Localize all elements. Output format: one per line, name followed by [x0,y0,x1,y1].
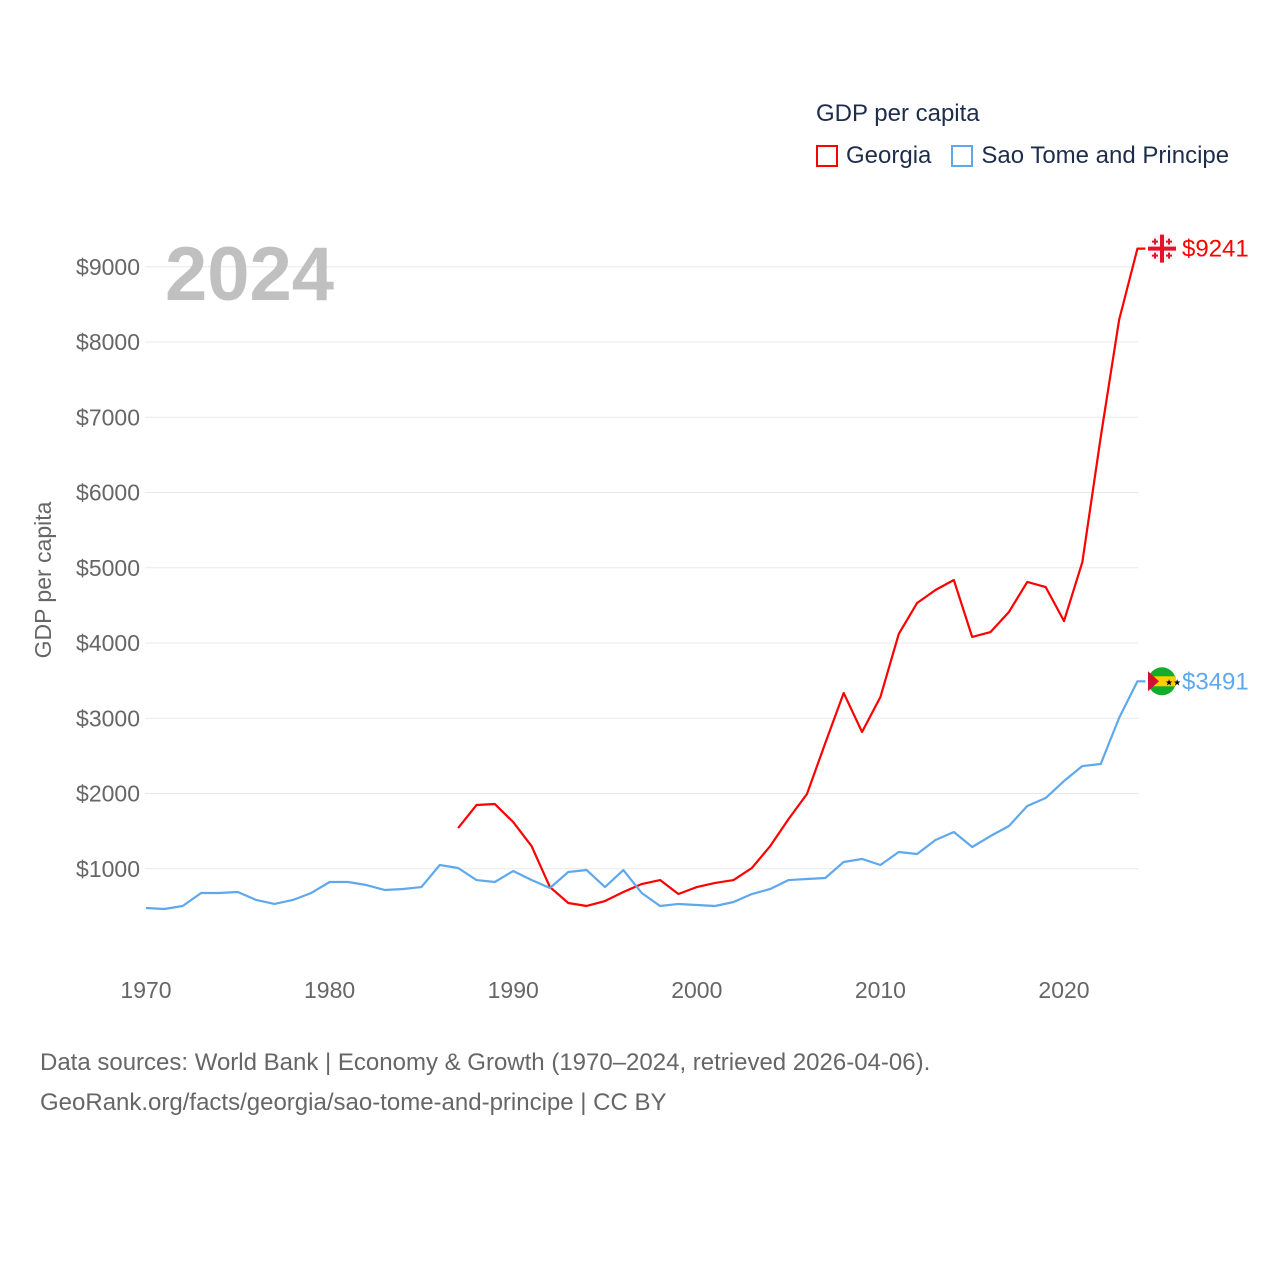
x-tick-label: 1980 [304,977,355,1003]
y-tick-label: $5000 [76,555,140,581]
end-value-label: $9241 [1182,236,1249,263]
x-tick-label: 1970 [120,977,171,1003]
y-tick-label: $6000 [76,480,140,506]
y-tick-label: $3000 [76,705,140,731]
y-tick-label: $4000 [76,630,140,656]
y-axis-label: GDP per capita [30,501,56,658]
data-source-text: Data sources: World Bank | Economy & Gro… [40,1049,931,1076]
attribution-link[interactable]: GeoRank.org/facts/georgia/sao-tome-and-p… [40,1089,667,1116]
x-tick-label: 2010 [855,977,906,1003]
svg-text:★★: ★★ [1165,677,1181,687]
end-value-label: $3491 [1182,668,1249,695]
series-line-sao-tome[interactable] [145,680,1146,911]
series-line-georgia[interactable] [457,247,1146,908]
y-tick-label: $1000 [76,856,140,882]
legend-label-sao-tome[interactable]: Sao Tome and Principe [981,142,1230,169]
y-tick-label: $7000 [76,404,140,430]
legend: Georgia Sao Tome and Principe [816,142,1229,170]
x-tick-label: 1990 [488,977,539,1003]
x-tick-label: 2020 [1038,977,1089,1003]
footer: Data sources: World Bank | Economy & Gro… [40,1043,930,1123]
y-tick-label: $9000 [76,254,140,280]
legend-label-georgia[interactable]: Georgia [846,142,932,169]
year-watermark: 2024 [165,232,334,317]
legend-title: GDP per capita [816,100,980,127]
sao-tome-flag-icon: ★★ [1148,667,1181,696]
legend-swatch-sao-tome[interactable] [951,145,974,167]
x-tick-label: 2000 [671,977,722,1003]
y-tick-label: $8000 [76,329,140,355]
georgia-flag-icon [1148,234,1176,263]
line-chart: $1000 $2000 $3000 $4000 $5000 $6000 $7000 $8000… [30,232,1249,1003]
legend-swatch-georgia[interactable] [816,145,838,167]
y-tick-label: $2000 [76,781,140,807]
